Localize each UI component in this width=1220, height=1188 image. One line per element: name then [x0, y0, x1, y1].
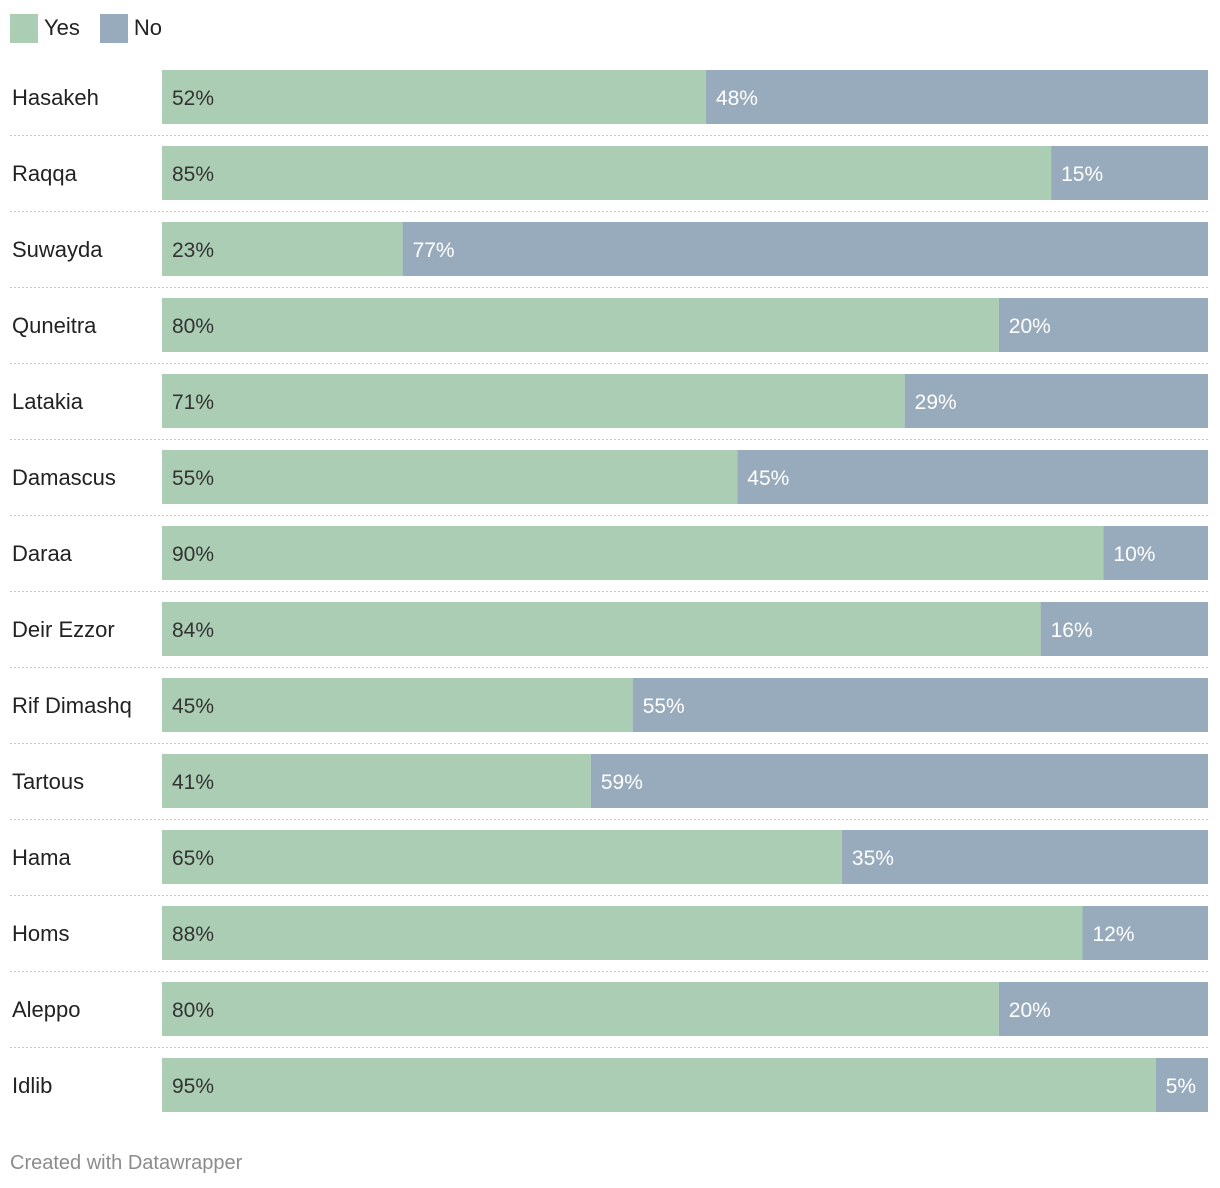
bar-no-damascus: [737, 450, 1208, 504]
legend-label-no: No: [133, 15, 163, 40]
value-label-no-quneitra: 20%: [1009, 315, 1051, 338]
category-label-raqqa: Raqqa: [12, 161, 78, 186]
bar-yes-hama: [162, 830, 842, 884]
value-label-no-hama: 35%: [852, 847, 894, 870]
bar-no-latakia: [904, 374, 1208, 428]
bar-yes-raqqa: [162, 146, 1052, 200]
bar-no-idlib: [1155, 1058, 1208, 1112]
value-label-yes-idlib: 95%: [172, 1075, 214, 1098]
legend-swatch-no: [99, 13, 128, 43]
category-label-aleppo: Aleppo: [12, 997, 81, 1022]
category-label-rif-dimashq: Rif Dimashq: [12, 693, 132, 718]
bar-yes-aleppo: [162, 982, 999, 1036]
category-label-idlib: Idlib: [12, 1073, 52, 1098]
category-label-hama: Hama: [12, 845, 71, 870]
bar-yes-damascus: [162, 450, 738, 504]
legend-item-no: No: [99, 13, 163, 43]
value-label-no-aleppo: 20%: [1009, 999, 1051, 1022]
value-label-no-deir-ezzor: 16%: [1051, 619, 1093, 642]
bar-yes-daraa: [162, 526, 1104, 580]
value-label-no-homs: 12%: [1092, 923, 1134, 946]
value-label-no-hasakeh: 48%: [716, 87, 758, 110]
value-label-yes-latakia: 71%: [172, 391, 214, 414]
legend-item-yes: Yes: [10, 13, 80, 43]
value-label-yes-deir-ezzor: 84%: [172, 619, 214, 642]
bar-yes-latakia: [162, 374, 905, 428]
category-label-daraa: Daraa: [12, 541, 73, 566]
value-label-no-latakia: 29%: [915, 391, 957, 414]
value-label-no-idlib: 5%: [1166, 1075, 1196, 1098]
bar-no-homs: [1082, 906, 1208, 960]
bar-no-daraa: [1103, 526, 1208, 580]
bar-no-raqqa: [1051, 146, 1208, 200]
bar-no-suwayda: [402, 222, 1209, 276]
bar-yes-hasakeh: [162, 70, 706, 124]
bar-no-rif-dimashq: [632, 678, 1208, 732]
value-label-yes-damascus: 55%: [172, 467, 214, 490]
value-label-yes-quneitra: 80%: [172, 315, 214, 338]
value-label-yes-suwayda: 23%: [172, 239, 214, 262]
bar-yes-rif-dimashq: [162, 678, 633, 732]
category-label-latakia: Latakia: [12, 389, 84, 414]
category-label-homs: Homs: [12, 921, 69, 946]
bar-no-quneitra: [998, 298, 1208, 352]
category-label-hasakeh: Hasakeh: [12, 85, 99, 110]
value-label-yes-hasakeh: 52%: [172, 87, 214, 110]
bar-yes-suwayda: [162, 222, 403, 276]
bar-no-deir-ezzor: [1040, 602, 1208, 656]
value-label-yes-tartous: 41%: [172, 771, 214, 794]
bar-no-tartous: [590, 754, 1208, 808]
value-label-yes-raqqa: 85%: [172, 163, 214, 186]
bar-yes-quneitra: [162, 298, 999, 352]
legend-label-yes: Yes: [44, 15, 80, 40]
bar-yes-tartous: [162, 754, 591, 808]
value-label-no-daraa: 10%: [1113, 543, 1155, 566]
footer-credit[interactable]: Created with Datawrapper: [10, 1152, 243, 1174]
category-label-quneitra: Quneitra: [12, 313, 97, 338]
bar-no-aleppo: [998, 982, 1208, 1036]
legend: Yes No: [10, 13, 182, 43]
value-label-yes-rif-dimashq: 45%: [172, 695, 214, 718]
category-label-tartous: Tartous: [12, 769, 84, 794]
value-label-no-tartous: 59%: [601, 771, 643, 794]
value-label-no-suwayda: 77%: [413, 239, 455, 262]
category-label-deir-ezzor: Deir Ezzor: [12, 617, 115, 642]
bar-yes-deir-ezzor: [162, 602, 1041, 656]
category-label-suwayda: Suwayda: [12, 237, 103, 262]
bar-yes-idlib: [162, 1058, 1156, 1112]
bar-no-hama: [841, 830, 1208, 884]
bar-yes-homs: [162, 906, 1083, 960]
legend-swatch-yes: [10, 13, 38, 43]
value-label-no-rif-dimashq: 55%: [643, 695, 685, 718]
value-label-yes-hama: 65%: [172, 847, 214, 870]
value-label-yes-aleppo: 80%: [172, 999, 214, 1022]
bar-no-hasakeh: [705, 70, 1208, 124]
value-label-yes-daraa: 90%: [172, 543, 214, 566]
category-label-damascus: Damascus: [12, 465, 116, 490]
stacked-bar-chart: Hasakeh 52% 48% Raqqa 85% 15% Suwayda 23% 77% Qun…: [10, 70, 1209, 1112]
value-label-no-raqqa: 15%: [1061, 163, 1103, 186]
value-label-yes-homs: 88%: [172, 923, 214, 946]
value-label-no-damascus: 45%: [747, 467, 789, 490]
